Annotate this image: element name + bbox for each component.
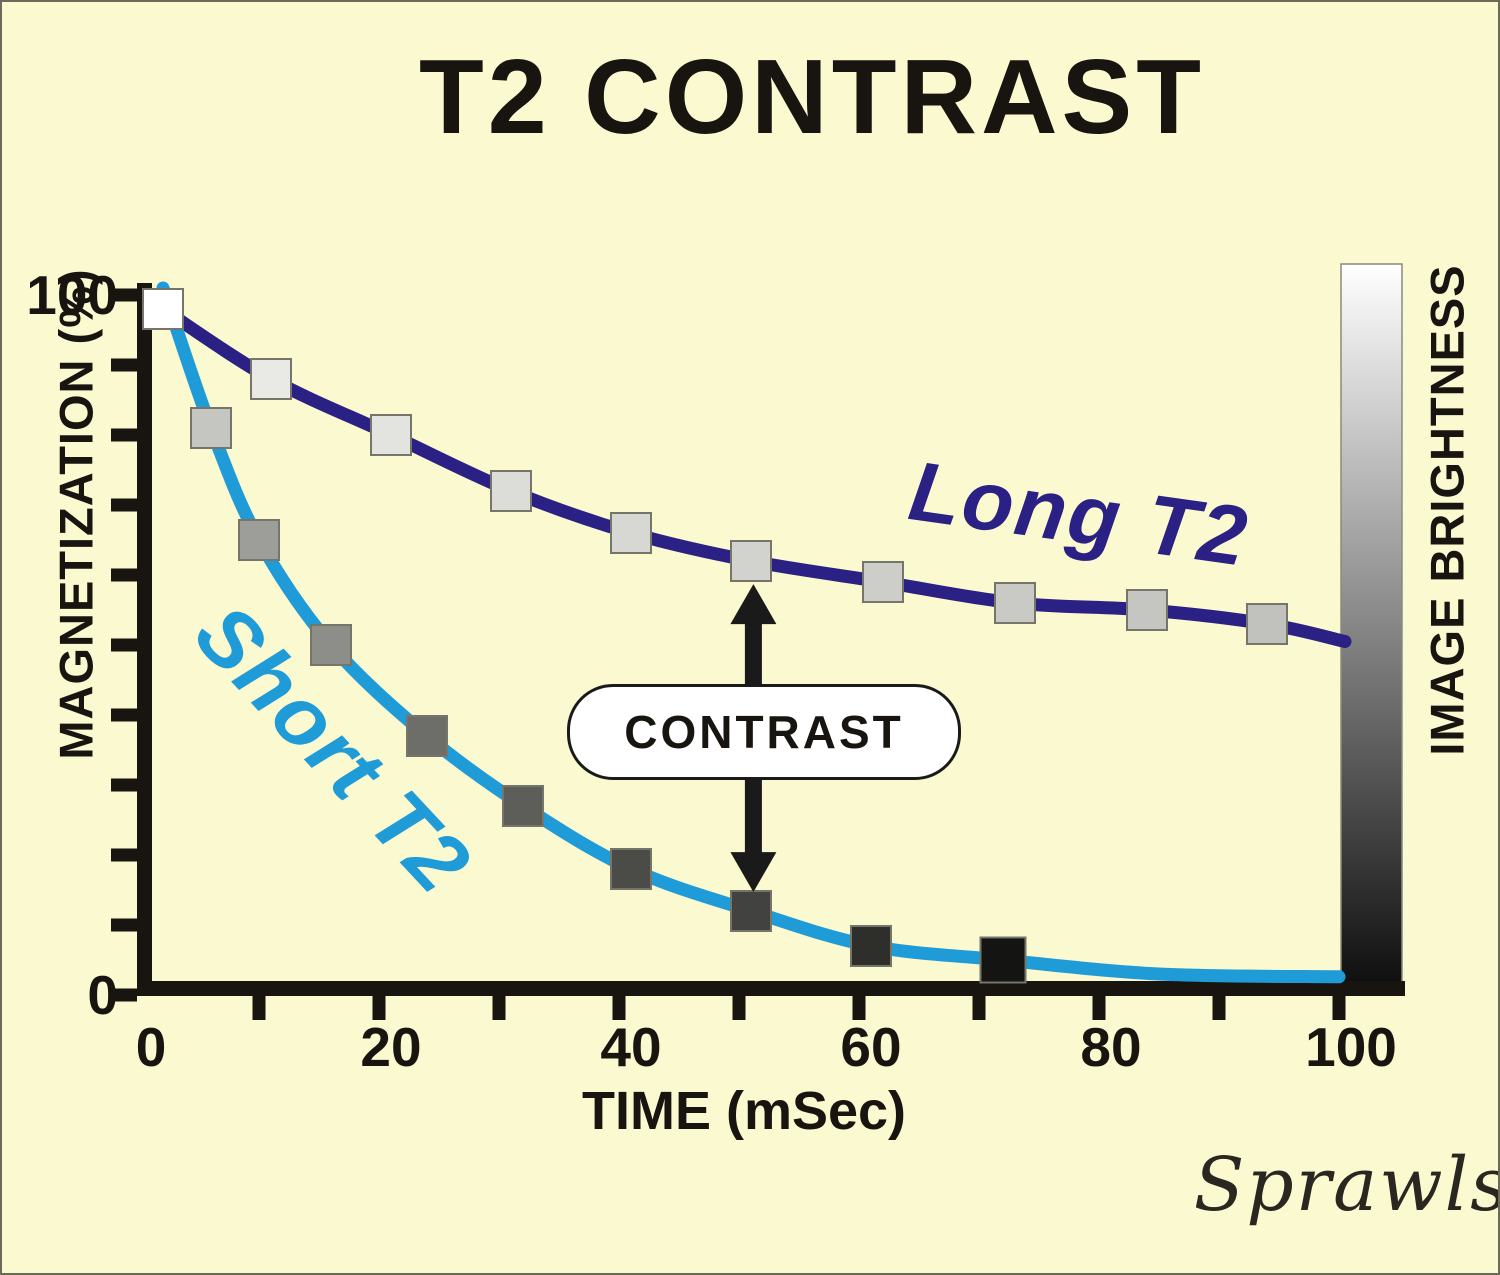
x-axis-tick xyxy=(492,996,506,1020)
y-axis-line xyxy=(137,283,152,996)
y-axis-tick xyxy=(111,428,137,442)
short-t2-marker xyxy=(502,785,544,827)
short-t2-marker xyxy=(406,715,448,757)
y-axis-tick xyxy=(111,288,137,302)
signature: Sprawls xyxy=(1193,1142,1500,1228)
short-t2-marker xyxy=(190,407,232,449)
contrast-annotation-label: CONTRAST xyxy=(624,706,904,758)
x-axis-tick xyxy=(372,996,386,1020)
y-axis-tick xyxy=(111,988,137,1002)
contrast-arrow-head-down xyxy=(730,852,777,893)
y-tick-label: 0 xyxy=(87,964,118,1026)
contrast-annotation-box: CONTRAST xyxy=(567,684,961,780)
x-axis-tick xyxy=(1092,996,1106,1020)
y-axis-tick xyxy=(111,848,137,862)
y-axis-tick xyxy=(111,638,137,652)
x-axis-line xyxy=(137,981,1405,996)
long-t2-marker xyxy=(610,512,652,554)
y-axis-tick xyxy=(111,358,137,372)
long-t2-marker xyxy=(1126,589,1168,631)
y-axis-tick xyxy=(111,568,137,582)
short-t2-marker xyxy=(979,936,1027,984)
long-t2-marker xyxy=(142,288,184,330)
x-tick-label: 0 xyxy=(135,1016,167,1078)
long-t2-marker xyxy=(994,582,1036,624)
brightness-bar-label: IMAGE BRIGHTNESS xyxy=(1420,264,1474,756)
page-title: T2 CONTRAST xyxy=(419,38,1205,156)
x-axis-tick xyxy=(612,996,626,1020)
long-t2-marker xyxy=(862,561,904,603)
x-axis-tick xyxy=(1212,996,1226,1020)
x-axis-tick xyxy=(972,996,986,1020)
x-axis-tick xyxy=(252,996,266,1020)
short-t2-marker xyxy=(310,624,352,666)
long-t2-marker xyxy=(250,358,292,400)
y-tick-label: 100 xyxy=(26,264,118,326)
x-axis-tick xyxy=(852,996,866,1020)
x-axis-tick xyxy=(732,996,746,1020)
short-t2-marker xyxy=(238,519,280,561)
x-tick-label: 20 xyxy=(360,1016,422,1078)
y-axis-title: MAGNETIZATION (%) xyxy=(49,268,103,760)
y-axis-tick xyxy=(111,498,137,512)
x-axis-title: TIME (mSec) xyxy=(581,1081,907,1141)
x-axis-tick xyxy=(1332,996,1346,1020)
long-t2-marker xyxy=(370,414,412,456)
short-t2-marker xyxy=(610,848,652,890)
short-t2-marker xyxy=(730,890,772,932)
long-t2-marker xyxy=(490,470,532,512)
x-tick-label: 80 xyxy=(1080,1016,1142,1078)
brightness-gradient-bar xyxy=(1340,263,1403,993)
y-axis-tick xyxy=(111,918,137,932)
y-axis-tick xyxy=(111,778,137,792)
long-t2-marker xyxy=(1246,603,1288,645)
x-tick-label: 100 xyxy=(1305,1016,1397,1078)
x-tick-label: 60 xyxy=(840,1016,902,1078)
short-t2-marker xyxy=(850,925,892,967)
contrast-arrow-head-up xyxy=(730,584,777,625)
long-t2-marker xyxy=(730,540,772,582)
y-axis-tick xyxy=(111,708,137,722)
x-tick-label: 40 xyxy=(600,1016,662,1078)
